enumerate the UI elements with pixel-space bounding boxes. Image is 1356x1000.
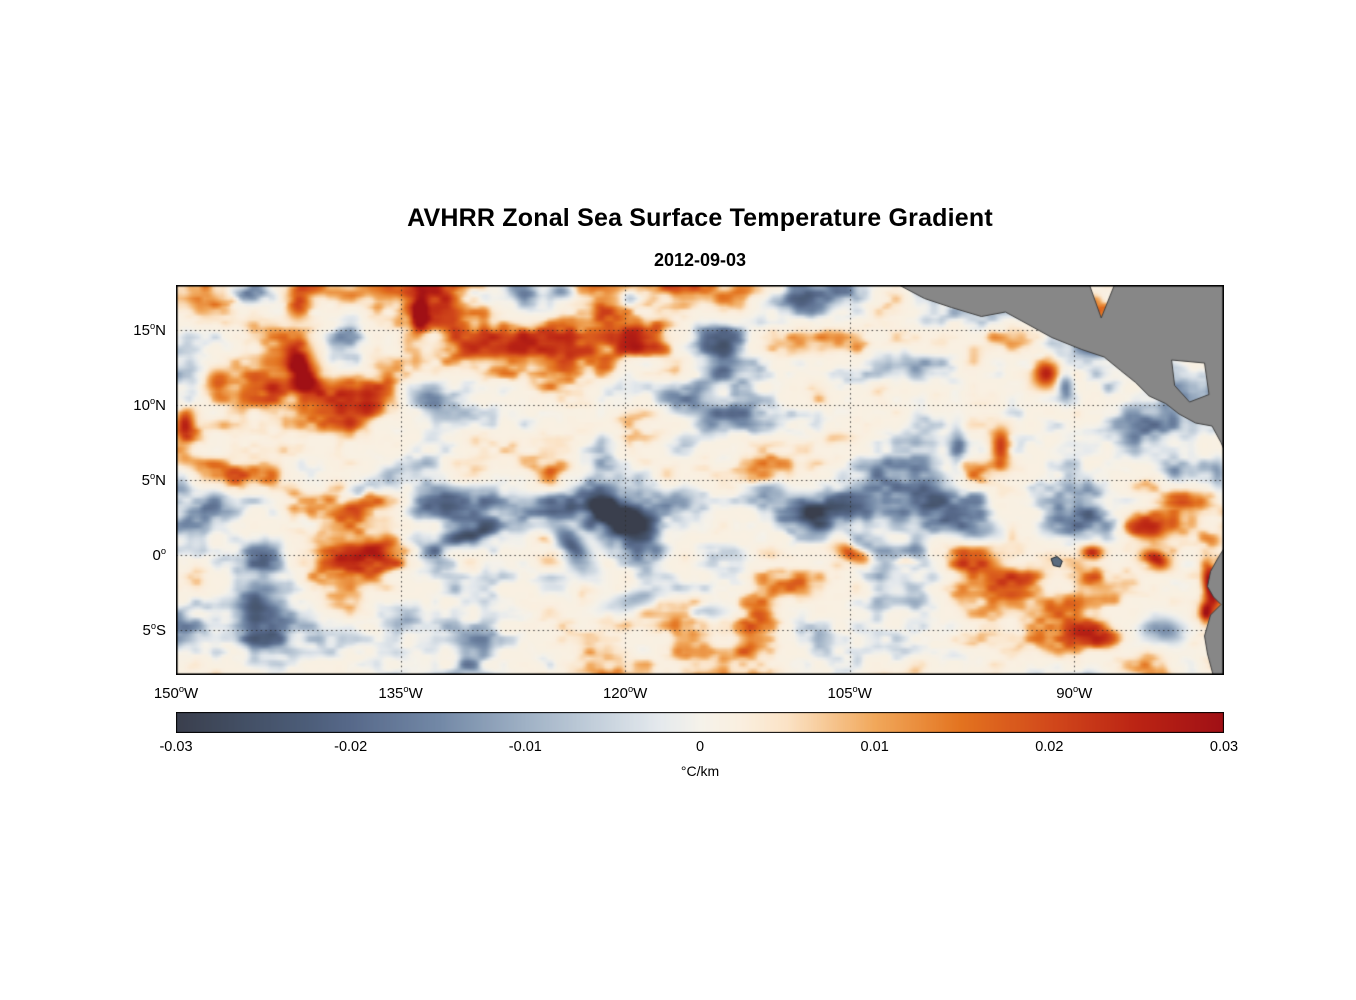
x-tick-label: 105oW xyxy=(827,684,872,702)
chart-date-subtitle: 2012-09-03 xyxy=(653,250,747,270)
colorbar-tick-label: 0 xyxy=(695,739,705,755)
colorbar-tick-label: -0.02 xyxy=(334,739,368,755)
y-tick-label: 15oN xyxy=(133,321,166,339)
colorbar-tick-label: -0.01 xyxy=(508,739,542,755)
y-tick-label: 5oN xyxy=(141,471,166,489)
y-tick-label: 5oS xyxy=(142,621,166,639)
colorbar-tick-label: -0.03 xyxy=(159,739,193,755)
x-tick-label: 150oW xyxy=(153,684,199,702)
y-tick-label: 0o xyxy=(152,546,166,564)
x-tick-label: 135oW xyxy=(378,684,423,702)
y-tick-label: 10oN xyxy=(133,396,166,414)
x-tick-label: 90oW xyxy=(1056,684,1093,702)
colorbar-tick-label: 0.01 xyxy=(860,739,889,755)
colorbar-tick-label: 0.03 xyxy=(1209,739,1239,755)
colorbar-unit-label: °C/km xyxy=(680,763,720,779)
colorbar xyxy=(176,712,1224,733)
x-tick-label: 120oW xyxy=(602,684,648,702)
sst-gradient-map-canvas xyxy=(176,285,1224,675)
colorbar-tick-label: 0.02 xyxy=(1035,739,1064,755)
chart-title: AVHRR Zonal Sea Surface Temperature Grad… xyxy=(407,204,993,232)
